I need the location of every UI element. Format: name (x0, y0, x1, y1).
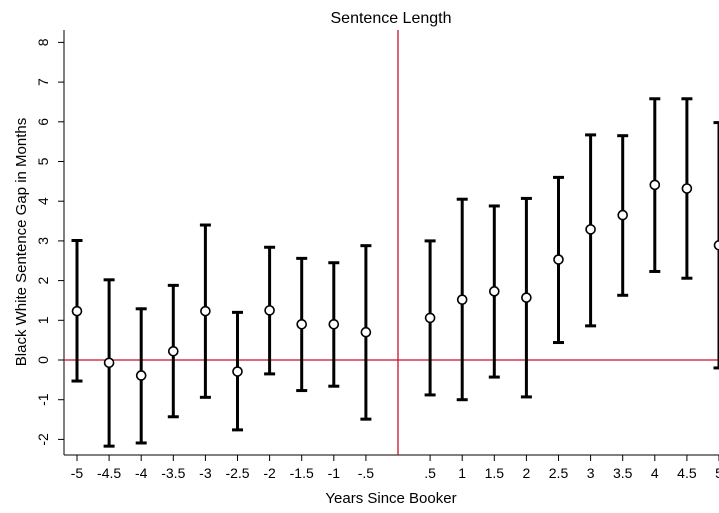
y-tick-label: 3 (35, 237, 51, 245)
x-axis-title: Years Since Booker (325, 490, 456, 507)
y-tick-label: 6 (35, 118, 51, 126)
y-tick-label: 1 (35, 316, 51, 324)
x-tick-label: -1 (328, 465, 341, 481)
x-tick-label: 5 (715, 465, 719, 481)
point-estimate (360, 326, 372, 338)
point-estimate (488, 286, 500, 297)
point-estimate (264, 305, 275, 316)
x-tick-label: -5 (71, 465, 84, 481)
x-tick-label: -3.5 (161, 465, 185, 481)
point-estimate (103, 357, 115, 369)
x-tick-label: 3 (587, 465, 595, 481)
point-estimate (681, 183, 693, 194)
y-tick-label: -1 (35, 393, 51, 406)
y-tick-label: 5 (35, 157, 51, 165)
point-estimate (456, 294, 468, 305)
point-estimate (168, 345, 179, 357)
point-estimate (135, 370, 147, 381)
x-tick-label: 2 (523, 465, 531, 481)
point-estimate (328, 318, 340, 330)
point-estimate (200, 305, 211, 317)
x-tick-label: -2.5 (225, 465, 249, 481)
x-tick-label: 1 (458, 465, 466, 481)
y-tick-label: -2 (35, 433, 51, 446)
y-tick-label: 8 (35, 38, 51, 46)
point-estimate (617, 209, 629, 221)
point-estimate (424, 312, 436, 324)
point-estimate (71, 305, 83, 317)
x-tick-label: -1.5 (290, 465, 314, 481)
x-tick-label: 4.5 (677, 465, 697, 481)
point-estimates (71, 179, 719, 381)
x-tick-label: -4.5 (97, 465, 121, 481)
x-tick-label: -2 (263, 465, 276, 481)
x-tick-label: 3.5 (613, 465, 633, 481)
point-estimate (296, 318, 308, 330)
point-estimate (649, 179, 661, 191)
y-tick-label: 2 (35, 276, 51, 284)
y-ticks: -2 -1 0 1 2 3 4 5 6 7 8 (35, 38, 64, 446)
x-tick-label: 2.5 (549, 465, 569, 481)
x-tick-label: .5 (424, 465, 436, 481)
x-tick-label: 1.5 (485, 465, 505, 481)
point-estimate (521, 292, 532, 303)
y-tick-label: 7 (35, 78, 51, 86)
x-ticks: -5 -4.5 -4 -3.5 -3 -2.5 -2 -1.5 -1 -.5 .5 1 1.5 2 2.5 3… (71, 455, 719, 481)
x-tick-label: 4 (651, 465, 659, 481)
y-tick-label: 0 (35, 356, 51, 364)
y-tick-label: 4 (35, 197, 51, 205)
x-tick-label: -4 (135, 465, 148, 481)
point-estimate (553, 254, 564, 265)
point-estimate (232, 366, 243, 377)
error-bars (71, 97, 719, 448)
x-tick-label: -.5 (358, 465, 375, 481)
y-axis-title: Black White Sentence Gap in Months (13, 118, 30, 366)
x-tick-label: -3 (199, 465, 212, 481)
point-estimate (713, 239, 719, 251)
point-estimate (585, 224, 596, 235)
chart-title: Sentence Length (331, 10, 452, 27)
